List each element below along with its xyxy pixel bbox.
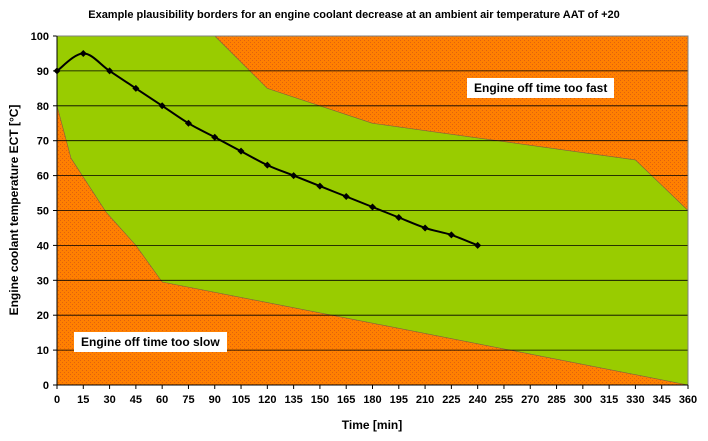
border-too-slow [56, 105, 689, 386]
x-tick-label-75: 75 [182, 394, 194, 406]
x-tick-label-285: 285 [547, 394, 565, 406]
x-tick-label-30: 30 [103, 394, 115, 406]
data-point-90 [211, 133, 219, 141]
x-tick-label-0: 0 [54, 394, 60, 406]
y-tick-label-40: 40 [37, 240, 49, 252]
data-point-15 [79, 49, 87, 57]
series-layer [53, 49, 482, 249]
x-tick-label-165: 165 [337, 394, 355, 406]
data-point-240 [474, 241, 482, 249]
x-axis-label: Time [min] [341, 418, 403, 432]
x-tick-label-60: 60 [156, 394, 168, 406]
chart-title: Example plausibility borders for an engi… [88, 9, 620, 21]
data-point-165 [342, 193, 350, 201]
data-point-225 [447, 231, 455, 239]
y-axis-label: Engine coolant temperature ECT [°C] [7, 104, 21, 316]
y-tick-label-50: 50 [37, 206, 49, 218]
x-tick-label-225: 225 [442, 394, 460, 406]
data-point-75 [184, 119, 192, 127]
x-tick-label-300: 300 [574, 394, 592, 406]
x-tick-label-135: 135 [284, 394, 302, 406]
data-point-135 [290, 172, 298, 180]
x-tick-label-255: 255 [495, 394, 513, 406]
zone-label-too-slow: Engine off time too slow [74, 332, 227, 352]
x-tick-label-270: 270 [521, 394, 539, 406]
y-tick-label-0: 0 [43, 380, 49, 392]
zone-label-too-fast: Engine off time too fast [467, 78, 615, 98]
data-point-105 [237, 147, 245, 155]
data-point-210 [421, 224, 429, 232]
data-point-195 [395, 213, 403, 221]
x-tick-label-180: 180 [363, 394, 381, 406]
x-tick-label-345: 345 [653, 394, 671, 406]
x-tick-label-240: 240 [468, 394, 486, 406]
y-tick-label-80: 80 [37, 101, 49, 113]
x-tick-label-315: 315 [600, 394, 618, 406]
x-tick-label-330: 330 [626, 394, 644, 406]
data-point-30 [106, 67, 114, 75]
x-tick-label-15: 15 [77, 394, 89, 406]
data-point-60 [158, 102, 166, 110]
axes: 0 10 20 30 40 50 60 70 80 90 100 0 15 30 45 60 75 90 105 12… [31, 31, 698, 406]
y-tick-label-10: 10 [37, 345, 49, 357]
x-tick-label-105: 105 [232, 394, 250, 406]
x-tick-label-360: 360 [679, 394, 697, 406]
x-tick-label-210: 210 [416, 394, 434, 406]
y-tick-label-90: 90 [37, 66, 49, 78]
data-point-120 [263, 161, 271, 169]
data-point-45 [132, 84, 140, 92]
y-tick-label-20: 20 [37, 310, 49, 322]
y-tick-label-70: 70 [37, 136, 49, 148]
x-tick-label-150: 150 [311, 394, 329, 406]
x-tick-label-120: 120 [258, 394, 276, 406]
y-tick-label-30: 30 [37, 275, 49, 287]
x-tick-label-195: 195 [390, 394, 408, 406]
x-tick-label-90: 90 [209, 394, 221, 406]
data-point-150 [316, 182, 324, 190]
y-tick-label-60: 60 [37, 171, 49, 183]
x-tick-label-45: 45 [130, 394, 142, 406]
data-point-180 [369, 203, 376, 211]
y-tick-label-100: 100 [31, 31, 49, 43]
